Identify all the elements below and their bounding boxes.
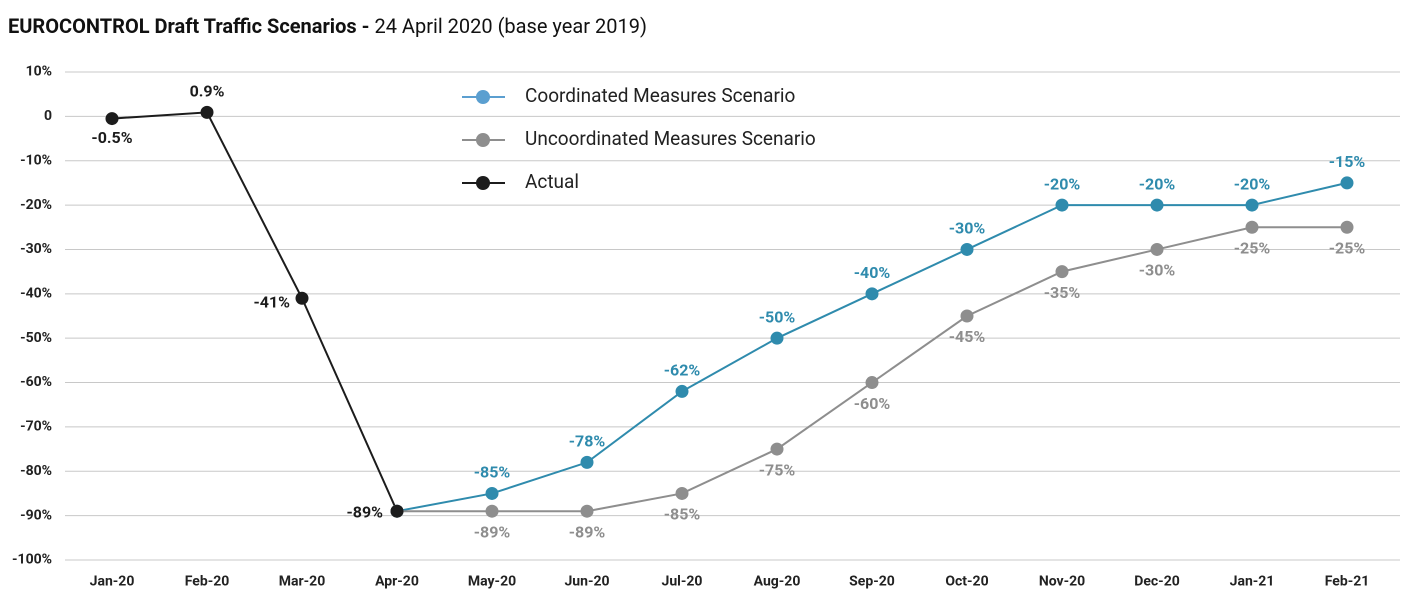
point — [580, 504, 594, 518]
data-label: 0.9% — [190, 82, 225, 101]
point — [1150, 198, 1164, 212]
point — [1340, 220, 1354, 234]
data-label: -62% — [664, 361, 701, 380]
point — [675, 486, 689, 500]
data-label: -40% — [854, 263, 891, 282]
point — [960, 309, 974, 323]
y-tick-label: 10% — [26, 64, 52, 80]
legend-label: Uncoordinated Measures Scenario — [525, 127, 816, 150]
data-label: -45% — [949, 327, 986, 346]
x-tick-label: Oct-20 — [945, 574, 988, 590]
point — [675, 384, 689, 398]
data-label: -89% — [474, 522, 511, 541]
point — [295, 291, 309, 305]
data-label: -50% — [759, 307, 796, 326]
data-label: -30% — [1139, 261, 1176, 280]
series-line — [396, 181, 1348, 513]
data-label: -30% — [949, 219, 986, 238]
data-label: -89% — [347, 502, 384, 521]
x-tick-label: May-20 — [468, 574, 516, 590]
data-label: -20% — [1044, 174, 1081, 193]
x-tick-label: Aug-20 — [754, 574, 801, 590]
data-label: -60% — [854, 394, 891, 413]
title: EUROCONTROL Draft Traffic Scenarios - — [8, 14, 370, 38]
y-tick-label: -80% — [20, 463, 52, 479]
data-label: -25% — [1234, 238, 1271, 257]
series-line — [111, 111, 398, 512]
y-tick-label: -50% — [20, 330, 52, 346]
x-tick-label: Dec-20 — [1134, 574, 1180, 590]
y-tick-label: -20% — [20, 197, 52, 213]
x-tick-label: Feb-20 — [185, 574, 230, 590]
data-label: -89% — [569, 522, 606, 541]
point — [865, 376, 879, 390]
point — [200, 105, 214, 119]
data-label: -85% — [474, 463, 511, 482]
data-label: -75% — [759, 460, 796, 479]
data-label: -0.5% — [91, 128, 132, 147]
legend-marker — [476, 176, 490, 190]
y-tick-label: 0 — [44, 108, 52, 124]
y-tick-label: -70% — [20, 419, 52, 435]
x-tick-label: Jun-20 — [564, 574, 609, 590]
y-tick-label: -30% — [20, 241, 52, 257]
y-tick-label: -100% — [12, 552, 52, 568]
y-tick-label: -60% — [20, 374, 52, 390]
point — [485, 486, 499, 500]
y-tick-label: -10% — [20, 152, 52, 168]
point — [1340, 176, 1354, 190]
legend-marker — [476, 133, 490, 147]
point — [1245, 198, 1259, 212]
point — [960, 242, 974, 256]
x-tick-label: Sep-20 — [849, 574, 895, 590]
point — [580, 455, 594, 469]
data-label: -25% — [1329, 238, 1366, 257]
x-tick-label: Feb-21 — [1325, 574, 1370, 590]
data-label: -15% — [1329, 152, 1366, 171]
x-tick-label: Nov-20 — [1039, 574, 1085, 590]
data-label: -78% — [569, 432, 606, 451]
data-label: -85% — [664, 505, 701, 524]
point — [1055, 265, 1069, 279]
legend-marker — [476, 90, 490, 104]
point — [1245, 220, 1259, 234]
point — [770, 442, 784, 456]
x-tick-label: Jan-20 — [90, 574, 135, 590]
y-tick-label: -90% — [20, 507, 52, 523]
point — [105, 112, 119, 126]
x-tick-label: Jul-20 — [662, 574, 703, 590]
point — [865, 287, 879, 301]
x-tick-label: Jan-21 — [1230, 574, 1275, 590]
data-label: -41% — [254, 292, 291, 311]
point — [485, 504, 499, 518]
legend-label: Coordinated Measures Scenario — [525, 84, 795, 107]
point — [1150, 242, 1164, 256]
point — [770, 331, 784, 345]
x-tick-label: Apr-20 — [375, 574, 419, 590]
point — [1055, 198, 1069, 212]
chart-title: EUROCONTROL Draft Traffic Scenarios - 24… — [8, 14, 647, 38]
subtitle: 24 April 2020 (base year 2019) — [374, 14, 646, 38]
x-tick-label: Mar-20 — [279, 574, 325, 590]
legend-label: Actual — [525, 170, 579, 193]
data-label: -35% — [1044, 283, 1081, 302]
y-tick-label: -40% — [20, 286, 52, 302]
data-label: -20% — [1234, 174, 1271, 193]
data-label: -20% — [1139, 174, 1176, 193]
point — [390, 504, 404, 518]
